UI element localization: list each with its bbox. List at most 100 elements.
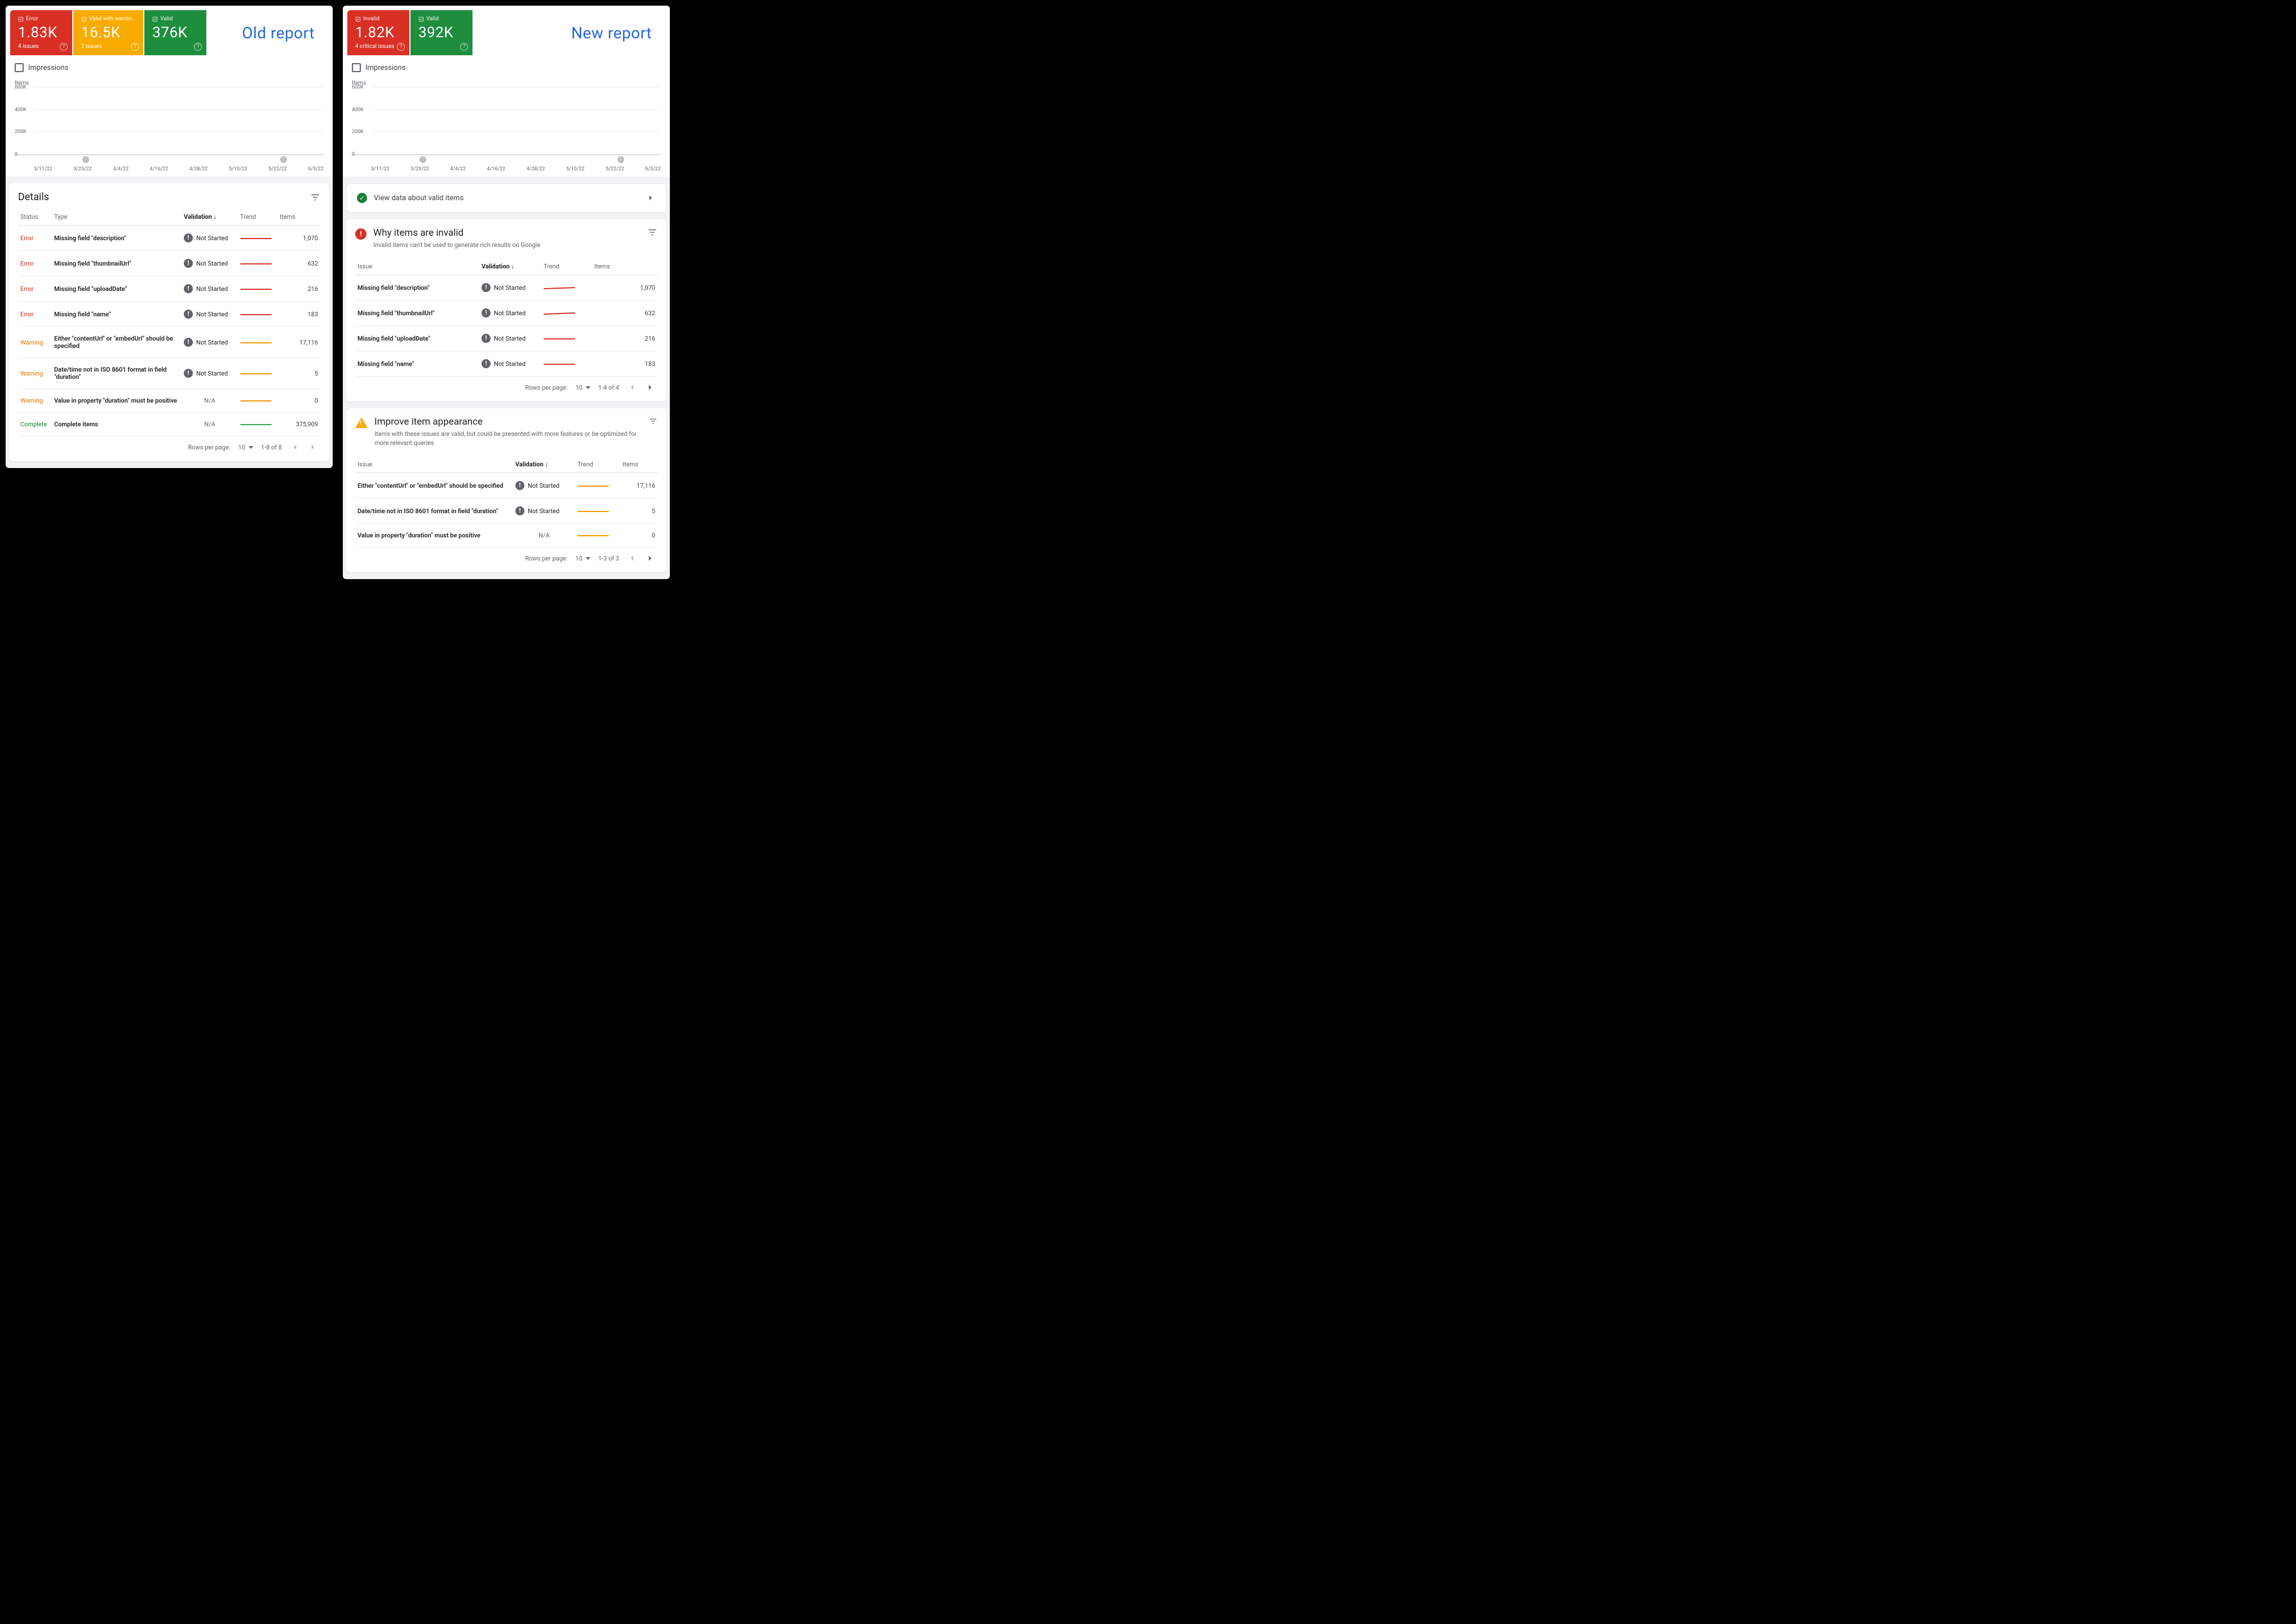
status-dot-icon: ! (482, 283, 491, 292)
col-validation[interactable]: Validation ↓ (513, 456, 575, 473)
table-row[interactable]: Error Missing field "thumbnailUrl" !Not … (18, 251, 320, 276)
table-row[interactable]: Warning Value in property "duration" mus… (18, 389, 320, 413)
table-row[interactable]: Missing field "uploadDate" !Not Started … (355, 326, 657, 351)
filter-icon[interactable] (647, 227, 657, 237)
pager-next-icon[interactable] (645, 382, 655, 392)
valid-items-banner[interactable]: ✓ View data about valid items (346, 183, 666, 213)
status-tile-valid[interactable]: Valid 392K ? (410, 10, 473, 55)
impressions-label: Impressions (365, 64, 405, 72)
pager-prev-icon[interactable] (627, 382, 637, 392)
x-tick: 4/16/22 (150, 166, 169, 172)
table-row[interactable]: Warning Date/time not in ISO 8601 format… (18, 358, 320, 389)
improve-table: Issue Validation ↓ Trend Items Either "c… (355, 456, 657, 548)
help-icon[interactable]: ? (194, 43, 202, 51)
col-trend[interactable]: Trend (575, 456, 620, 473)
row-validation: !Not Started (479, 301, 541, 326)
status-tile-invalid[interactable]: Invalid 1.82K 4 critical issues ? (347, 10, 409, 55)
table-row[interactable]: Missing field "name" !Not Started 183 (355, 351, 657, 377)
row-items: 1,070 (592, 275, 657, 301)
details-pager: Rows per page: 10 1-8 of 8 (18, 436, 320, 453)
row-items: 183 (592, 351, 657, 377)
status-tile-error[interactable]: Error 1.83K 4 issues ? (10, 10, 72, 55)
row-status: Warning (20, 397, 43, 404)
status-tile-valid[interactable]: Valid 376K ? (144, 10, 206, 55)
col-items[interactable]: Items (277, 209, 320, 226)
table-row[interactable]: Error Missing field "description" !Not S… (18, 226, 320, 251)
col-type[interactable]: Type (52, 209, 182, 226)
row-type: Missing field "name" (52, 302, 182, 327)
filter-icon[interactable] (310, 192, 320, 202)
pager-prev-icon[interactable] (290, 442, 300, 452)
col-validation[interactable]: Validation ↓ (479, 258, 541, 275)
row-validation: !Not Started (182, 302, 238, 327)
row-validation: !Not Started (479, 326, 541, 351)
row-validation: N/A (182, 413, 238, 436)
table-row[interactable]: Date/time not in ISO 8601 format in fiel… (355, 498, 657, 524)
row-validation: !Not Started (182, 327, 238, 358)
row-items: 5 (620, 498, 657, 524)
pager-next-icon[interactable] (308, 442, 318, 452)
chart-marker-icon[interactable]: ! (82, 156, 89, 163)
impressions-checkbox[interactable] (352, 63, 361, 72)
filter-icon[interactable] (649, 416, 657, 426)
help-icon[interactable]: ? (397, 43, 405, 51)
x-tick: 5/22/22 (268, 166, 287, 172)
rows-per-page-select[interactable]: 10 (238, 444, 253, 451)
status-tiles-new: Invalid 1.82K 4 critical issues ? Valid … (343, 6, 670, 55)
row-validation: !Not Started (513, 498, 575, 524)
row-type: Date/time not in ISO 8601 format in fiel… (52, 358, 182, 389)
col-issue[interactable]: Issue (355, 258, 479, 275)
table-row[interactable]: Error Missing field "name" !Not Started … (18, 302, 320, 327)
row-issue: Missing field "uploadDate" (355, 326, 479, 351)
chart-marker-icon[interactable]: ! (280, 156, 287, 163)
pager-next-icon[interactable] (645, 553, 655, 563)
table-row[interactable]: Value in property "duration" must be pos… (355, 524, 657, 548)
table-row[interactable]: Warning Either "contentUrl" or "embedUrl… (18, 327, 320, 358)
warning-icon (355, 417, 368, 428)
col-items[interactable]: Items (592, 258, 657, 275)
row-items: 17,116 (277, 327, 320, 358)
table-row[interactable]: Complete Complete items N/A 375,909 (18, 413, 320, 436)
impressions-checkbox[interactable] (15, 63, 24, 72)
rows-per-page-label: Rows per page: (188, 444, 230, 451)
status-tile-warning[interactable]: Valid with warnin… 16.5K 2 issues ? (73, 10, 143, 55)
row-trend (238, 276, 277, 302)
row-status: Complete (20, 421, 47, 428)
pager-range: 1-4 of 4 (598, 384, 619, 391)
col-status[interactable]: Status (18, 209, 52, 226)
status-dot-icon: ! (184, 259, 193, 268)
chart-marker-icon[interactable]: ! (617, 156, 624, 163)
details-table: Status Type Validation ↓ Trend Items Err… (18, 209, 320, 436)
help-icon[interactable]: ? (460, 43, 468, 51)
row-items: 375,909 (277, 413, 320, 436)
table-row[interactable]: Missing field "thumbnailUrl" !Not Starte… (355, 301, 657, 326)
col-items[interactable]: Items (620, 456, 657, 473)
row-status: Error (20, 285, 34, 293)
row-items: 183 (277, 302, 320, 327)
table-row[interactable]: Either "contentUrl" or "embedUrl" should… (355, 473, 657, 498)
rows-per-page-label: Rows per page: (525, 384, 567, 391)
help-icon[interactable]: ? (131, 43, 139, 51)
pager-prev-icon[interactable] (627, 553, 637, 563)
row-issue: Missing field "thumbnailUrl" (355, 301, 479, 326)
rows-per-page-select[interactable]: 10 (575, 555, 590, 562)
help-icon[interactable]: ? (60, 43, 68, 51)
row-status: Error (20, 260, 34, 267)
tile-value: 376K (152, 24, 198, 41)
col-validation[interactable]: Validation ↓ (182, 209, 238, 226)
tile-value: 392K (418, 24, 465, 41)
col-issue[interactable]: Issue (355, 456, 513, 473)
table-row[interactable]: Missing field "description" !Not Started… (355, 275, 657, 301)
table-row[interactable]: Error Missing field "uploadDate" !Not St… (18, 276, 320, 302)
rows-per-page-select[interactable]: 10 (575, 384, 590, 391)
improve-section: Improve item appearance Items with these… (346, 408, 666, 572)
x-tick: 4/16/22 (487, 166, 506, 172)
row-trend (575, 473, 620, 498)
col-trend[interactable]: Trend (238, 209, 277, 226)
status-dot-icon: ! (184, 310, 193, 319)
col-trend[interactable]: Trend (541, 258, 592, 275)
chart-marker-icon[interactable]: ! (420, 156, 426, 163)
new-report-panel: Invalid 1.82K 4 critical issues ? Valid … (343, 6, 670, 579)
row-status: Warning (20, 339, 43, 346)
invalid-subtitle: Invalid items can't be used to generate … (373, 241, 540, 249)
